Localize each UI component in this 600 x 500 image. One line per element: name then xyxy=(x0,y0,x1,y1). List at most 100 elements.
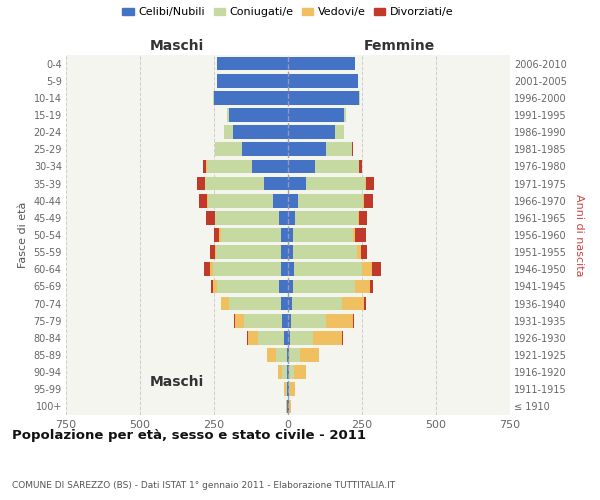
Bar xyxy=(293,280,355,293)
Bar xyxy=(217,74,288,88)
Text: Maschi: Maschi xyxy=(150,38,204,52)
Bar xyxy=(273,194,288,207)
Bar xyxy=(361,246,367,259)
Bar xyxy=(373,262,380,276)
Bar xyxy=(279,211,288,224)
Bar xyxy=(353,228,355,242)
Bar xyxy=(342,296,364,310)
Bar xyxy=(281,262,288,276)
Bar xyxy=(248,331,259,344)
Bar xyxy=(206,160,253,173)
Bar xyxy=(199,194,208,207)
Bar xyxy=(288,74,358,88)
Bar xyxy=(284,382,286,396)
Bar xyxy=(253,160,288,173)
Bar xyxy=(276,348,287,362)
Bar xyxy=(306,176,365,190)
Bar xyxy=(281,228,288,242)
Bar xyxy=(344,108,346,122)
Bar xyxy=(288,91,359,104)
Bar xyxy=(288,296,292,310)
Bar xyxy=(221,228,281,242)
Bar xyxy=(209,262,212,276)
Bar xyxy=(288,176,306,190)
Bar xyxy=(362,262,373,276)
Text: Maschi: Maschi xyxy=(150,374,204,388)
Bar xyxy=(217,246,281,259)
Bar xyxy=(326,142,352,156)
Bar xyxy=(355,280,370,293)
Bar xyxy=(217,280,279,293)
Bar xyxy=(292,296,342,310)
Bar xyxy=(212,262,281,276)
Bar xyxy=(298,194,364,207)
Legend: Celibi/Nubili, Coniugati/e, Vedovi/e, Divorziati/e: Celibi/Nubili, Coniugati/e, Vedovi/e, Di… xyxy=(118,3,458,22)
Bar xyxy=(288,194,298,207)
Bar xyxy=(335,126,344,139)
Bar xyxy=(287,366,288,379)
Bar xyxy=(288,366,289,379)
Bar xyxy=(288,262,294,276)
Bar xyxy=(282,314,288,328)
Bar xyxy=(359,211,367,224)
Bar xyxy=(214,91,288,104)
Bar xyxy=(314,160,359,173)
Bar xyxy=(313,331,342,344)
Bar xyxy=(294,366,306,379)
Bar xyxy=(370,280,373,293)
Bar xyxy=(295,211,358,224)
Bar xyxy=(288,108,344,122)
Bar xyxy=(220,228,221,242)
Text: COMUNE DI SAREZZO (BS) - Dati ISTAT 1° gennaio 2011 - Elaborazione TUTTITALIA.IT: COMUNE DI SAREZZO (BS) - Dati ISTAT 1° g… xyxy=(12,481,395,490)
Bar xyxy=(288,314,291,328)
Bar xyxy=(289,400,290,413)
Bar xyxy=(265,176,288,190)
Text: Popolazione per età, sesso e stato civile - 2011: Popolazione per età, sesso e stato civil… xyxy=(12,430,366,442)
Bar xyxy=(281,296,288,310)
Bar xyxy=(359,160,362,173)
Bar xyxy=(267,348,276,362)
Bar xyxy=(288,246,293,259)
Bar xyxy=(281,246,288,259)
Bar xyxy=(203,262,209,276)
Bar xyxy=(279,280,288,293)
Bar xyxy=(289,366,294,379)
Bar xyxy=(282,366,287,379)
Bar xyxy=(244,314,282,328)
Bar xyxy=(259,331,284,344)
Bar xyxy=(288,331,290,344)
Bar xyxy=(224,126,233,139)
Bar xyxy=(290,331,313,344)
Bar xyxy=(288,211,295,224)
Bar xyxy=(300,348,319,362)
Text: Femmine: Femmine xyxy=(364,38,434,52)
Bar xyxy=(217,56,288,70)
Bar xyxy=(364,296,365,310)
Bar xyxy=(229,296,281,310)
Bar xyxy=(286,382,287,396)
Bar xyxy=(206,211,215,224)
Bar xyxy=(221,296,229,310)
Bar xyxy=(358,211,359,224)
Bar xyxy=(288,228,293,242)
Bar xyxy=(208,194,273,207)
Bar xyxy=(288,382,289,396)
Bar xyxy=(288,142,326,156)
Bar xyxy=(288,160,314,173)
Bar xyxy=(287,382,288,396)
Bar xyxy=(227,108,229,122)
Bar xyxy=(291,314,326,328)
Bar xyxy=(289,382,290,396)
Bar xyxy=(215,142,242,156)
Bar xyxy=(197,176,205,190)
Bar xyxy=(357,246,361,259)
Bar xyxy=(290,382,295,396)
Bar xyxy=(233,126,288,139)
Bar xyxy=(278,366,282,379)
Bar xyxy=(288,348,289,362)
Bar xyxy=(288,126,335,139)
Y-axis label: Fasce di età: Fasce di età xyxy=(18,202,28,268)
Bar xyxy=(284,331,288,344)
Bar xyxy=(209,246,215,259)
Bar xyxy=(355,228,366,242)
